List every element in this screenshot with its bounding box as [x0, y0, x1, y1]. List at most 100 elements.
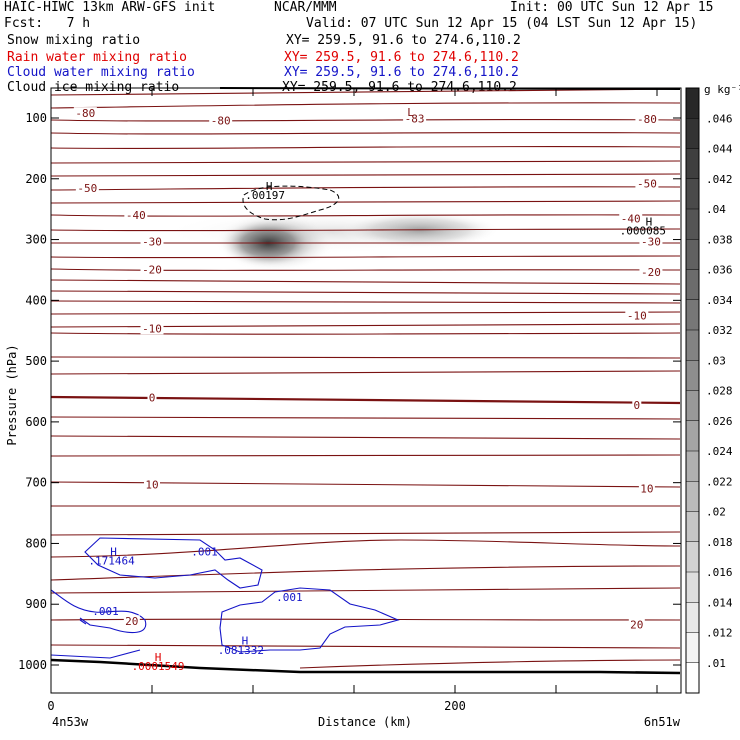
contour-label-bg — [75, 181, 99, 194]
temperature-contour-labels: -80-80 -83 -80-50 -50-40 -40-30 -30-20 -20-10-… — [73, 107, 663, 631]
temperature-contours — [50, 88, 681, 669]
contour-label: 0 — [633, 399, 640, 412]
cloud-ice-contour — [242, 185, 340, 221]
forecast-hour: Fcst: 7 h — [4, 16, 91, 31]
colorbar-cell — [686, 299, 699, 330]
snow-mixing-ratio-shading — [160, 210, 500, 272]
contour-label: 10 — [640, 483, 653, 496]
colorbar-cell — [686, 451, 699, 482]
colorbar-cell — [686, 269, 699, 300]
colorbar-label: .018 — [706, 536, 733, 549]
colorbar-cell — [686, 662, 699, 693]
contour-label-bg — [140, 235, 164, 248]
contour-label: -80 — [637, 113, 657, 126]
field-cloudwater-label: Cloud water mixing ratio — [7, 65, 195, 80]
contour-label: 10 — [145, 478, 158, 491]
contour-label-bg — [403, 112, 427, 125]
colorbar-cell — [686, 209, 699, 240]
contour-label: 20 — [125, 615, 138, 628]
colorbar-label: .012 — [706, 627, 733, 640]
x-axis-title: Distance (km) — [318, 715, 412, 729]
colorbar-cell — [686, 541, 699, 572]
contour-label-bg — [209, 114, 233, 127]
colorbar-cell — [686, 390, 699, 421]
contour-label: 20 — [630, 618, 643, 631]
colorbar-cell — [686, 178, 699, 209]
colorbar-label: .042 — [706, 173, 733, 186]
contour-label-bg — [144, 478, 160, 491]
valid-time: Valid: 07 UTC Sun 12 Apr 15 (04 LST Sun … — [306, 16, 698, 31]
init-time: Init: 00 UTC Sun 12 Apr 15 — [510, 0, 714, 15]
model-title: HAIC-HIWC 13km ARW-GFS init — [4, 0, 216, 15]
colorbar-cell — [686, 602, 699, 633]
extremum-label: H — [110, 545, 117, 558]
contour-label-bg — [632, 398, 642, 411]
colorbar-cell — [686, 239, 699, 270]
contour-label: -50 — [637, 178, 657, 191]
colorbar-label: .024 — [706, 445, 733, 458]
contour-label-bg — [635, 113, 659, 126]
contour-label: -30 — [142, 235, 162, 248]
contour-label-bg — [638, 482, 655, 495]
endpoint-left: 4n53w — [52, 715, 89, 729]
y-tick-label: 800 — [25, 536, 47, 550]
contour-label-bg — [123, 615, 140, 628]
colorbar-cell — [686, 148, 699, 179]
colorbar-label: .01 — [706, 657, 726, 670]
y-tick-label: 400 — [25, 293, 47, 307]
colorbar-cell — [686, 420, 699, 451]
extremum-label: .081332 — [218, 644, 264, 657]
ground-line — [50, 658, 681, 675]
extrema-labels: LH.00197H.000085H.171464.001.001.001H.08… — [88, 106, 666, 673]
contour-label: 0 — [149, 392, 156, 405]
colorbar-label: .038 — [706, 233, 733, 246]
colorbar-label: .016 — [706, 566, 733, 579]
colorbar-label: .046 — [706, 112, 733, 125]
colorbar-label: .026 — [706, 415, 733, 428]
contour-label-bg — [73, 107, 97, 120]
field-snow-xy: XY= 259.5, 91.6 to 274.6,110.2 — [286, 33, 521, 48]
colorbar-cell — [686, 360, 699, 391]
colorbar-unit: g kg⁻¹ — [704, 83, 740, 96]
y-tick-label: 500 — [25, 354, 47, 368]
contour-label: -40 — [621, 212, 641, 225]
colorbar: .01 .012 .014 .016 .018 .02 .022 .024 .026 .028 .0… — [685, 87, 733, 694]
colorbar-label: .028 — [706, 385, 733, 398]
contour-label-bg — [635, 177, 659, 190]
colorbar-cell — [686, 511, 699, 542]
colorbar-label: .032 — [706, 324, 733, 337]
contour-label-bg — [124, 209, 148, 222]
colorbar-label: .022 — [706, 475, 733, 488]
x-tick-label: 0 — [47, 699, 54, 713]
contour-label: -10 — [142, 322, 162, 335]
colorbar-cell — [686, 88, 699, 119]
contour-label-bg — [147, 391, 157, 404]
y-tick-label: 200 — [25, 172, 47, 186]
contour-label-bg — [140, 263, 164, 276]
colorbar-label: .034 — [706, 294, 733, 307]
extremum-label: H — [242, 635, 249, 648]
x-axis: 0 20 0 — [47, 88, 658, 713]
colorbar-label: .036 — [706, 264, 733, 277]
cloud-water-contours — [50, 537, 400, 659]
contour-label-bg — [140, 322, 164, 335]
colorbar-cell — [686, 481, 699, 512]
contour-label-bg — [625, 309, 649, 322]
contour-label: -20 — [641, 266, 661, 279]
colorbar-label: .04 — [706, 203, 726, 216]
contour-label: -80 — [211, 114, 231, 127]
colorbar-label: .03 — [706, 354, 726, 367]
extremum-label: L — [407, 106, 414, 119]
y-tick-label: 700 — [25, 476, 47, 490]
extremum-label: .171464 — [88, 554, 135, 567]
contour-label: -20 — [142, 263, 162, 276]
y-tick-label: 1000 — [18, 658, 47, 672]
contour-label: -80 — [75, 107, 95, 120]
contour-label: -40 — [126, 209, 146, 222]
extremum-label: .000085 — [620, 224, 666, 237]
contour-label-bg — [619, 212, 643, 225]
extremum-label: H — [646, 215, 653, 228]
extremum-label: .00197 — [245, 189, 285, 202]
